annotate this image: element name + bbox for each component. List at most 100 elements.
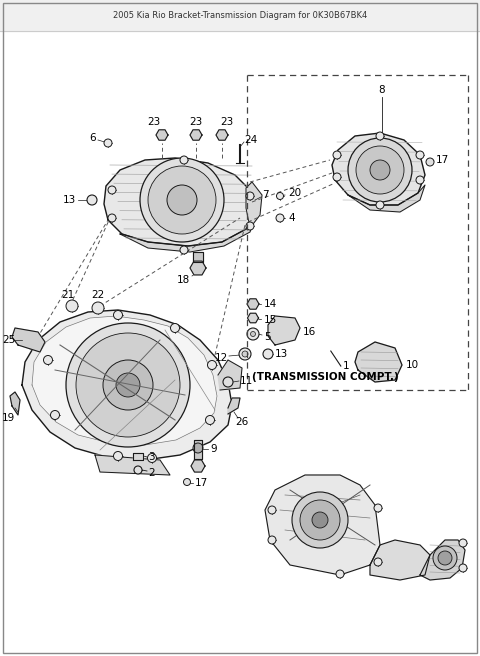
Polygon shape (32, 316, 217, 445)
Text: 21: 21 (61, 290, 74, 300)
Polygon shape (248, 313, 259, 323)
Polygon shape (190, 261, 206, 275)
Text: 4: 4 (288, 213, 295, 223)
Polygon shape (246, 182, 262, 228)
Circle shape (108, 186, 116, 194)
Polygon shape (348, 185, 425, 212)
Circle shape (87, 195, 97, 205)
Circle shape (103, 360, 153, 410)
Polygon shape (268, 316, 300, 345)
Circle shape (147, 453, 156, 462)
Text: 10: 10 (406, 360, 419, 370)
Text: 19: 19 (2, 413, 15, 423)
Circle shape (223, 377, 233, 387)
Circle shape (263, 349, 273, 359)
Polygon shape (193, 252, 203, 262)
Circle shape (416, 176, 424, 184)
Text: 2: 2 (148, 468, 155, 478)
Circle shape (276, 192, 284, 199)
Polygon shape (355, 342, 402, 382)
Circle shape (438, 551, 452, 565)
Text: 16: 16 (303, 327, 316, 337)
Polygon shape (95, 455, 170, 475)
Polygon shape (332, 133, 425, 205)
Text: 18: 18 (177, 275, 190, 285)
Circle shape (312, 512, 328, 528)
Circle shape (167, 185, 197, 215)
Circle shape (193, 443, 203, 453)
Circle shape (246, 192, 254, 200)
Circle shape (370, 160, 390, 180)
Circle shape (66, 300, 78, 312)
Circle shape (134, 466, 142, 474)
Polygon shape (104, 158, 258, 246)
Polygon shape (120, 218, 255, 252)
Polygon shape (12, 328, 45, 352)
Polygon shape (265, 475, 380, 575)
Polygon shape (190, 130, 202, 140)
Circle shape (268, 536, 276, 544)
Text: 1: 1 (343, 361, 349, 371)
Polygon shape (156, 130, 168, 140)
Text: 7: 7 (262, 190, 269, 200)
Circle shape (336, 570, 344, 578)
Circle shape (292, 492, 348, 548)
Circle shape (348, 138, 412, 202)
Circle shape (416, 151, 424, 159)
Circle shape (205, 415, 215, 424)
Polygon shape (216, 130, 228, 140)
Text: 23: 23 (220, 117, 234, 127)
Text: 17: 17 (195, 478, 208, 488)
Circle shape (116, 373, 140, 397)
Text: (TRANSMISSION COMPT.): (TRANSMISSION COMPT.) (252, 372, 399, 382)
Text: 9: 9 (210, 444, 216, 454)
Text: 11: 11 (240, 376, 253, 386)
Polygon shape (420, 540, 465, 580)
Text: 13: 13 (63, 195, 76, 205)
Bar (0, 0, 480, 31)
Text: 23: 23 (147, 117, 161, 127)
Circle shape (104, 139, 112, 147)
Circle shape (459, 564, 467, 572)
Text: 12: 12 (215, 353, 228, 363)
Circle shape (251, 331, 255, 337)
Circle shape (148, 166, 216, 234)
Circle shape (242, 351, 248, 357)
Circle shape (356, 146, 404, 194)
Polygon shape (370, 540, 430, 580)
Text: 20: 20 (288, 188, 301, 198)
Circle shape (207, 361, 216, 369)
Circle shape (268, 506, 276, 514)
Text: 25: 25 (2, 335, 15, 345)
Polygon shape (218, 360, 242, 390)
Polygon shape (247, 298, 259, 309)
Polygon shape (133, 453, 143, 460)
Circle shape (44, 356, 52, 365)
Circle shape (108, 214, 116, 222)
Circle shape (276, 214, 284, 222)
Circle shape (459, 539, 467, 547)
Circle shape (426, 158, 434, 166)
Circle shape (76, 333, 180, 437)
Polygon shape (194, 440, 202, 459)
Circle shape (140, 158, 224, 242)
Circle shape (170, 323, 180, 333)
Text: 23: 23 (190, 117, 203, 127)
Polygon shape (191, 460, 205, 472)
Text: 24: 24 (244, 135, 257, 145)
Text: 5: 5 (264, 332, 271, 342)
Text: 26: 26 (235, 417, 248, 427)
Circle shape (374, 504, 382, 512)
Text: 13: 13 (275, 349, 288, 359)
Text: 14: 14 (264, 299, 277, 309)
Circle shape (113, 310, 122, 319)
Text: 15: 15 (264, 315, 277, 325)
Circle shape (183, 478, 191, 485)
Circle shape (247, 328, 259, 340)
Circle shape (180, 246, 188, 254)
Circle shape (333, 151, 341, 159)
Circle shape (300, 500, 340, 540)
Circle shape (113, 451, 122, 461)
Polygon shape (10, 392, 20, 415)
Circle shape (66, 323, 190, 447)
